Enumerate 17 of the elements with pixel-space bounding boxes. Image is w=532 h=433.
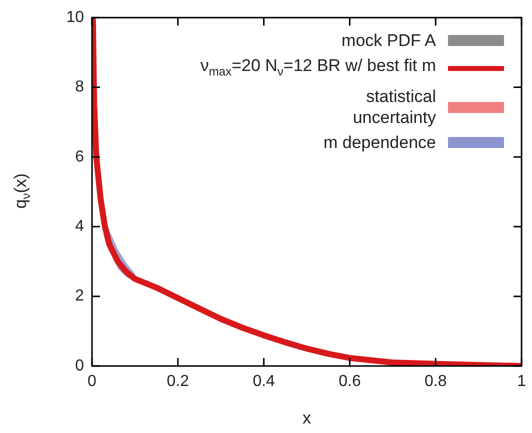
x-tick-label: 0 <box>88 373 97 390</box>
legend-label: m dependence <box>324 132 436 154</box>
x-tick-label: 0.6 <box>338 373 361 390</box>
y-tick-label: 10 <box>66 9 84 26</box>
x-tick-label: 0.8 <box>424 373 447 390</box>
y-tick-label: 6 <box>75 148 84 166</box>
y-tick-label: 2 <box>75 288 84 305</box>
legend-label: statistical uncertainty <box>352 86 436 128</box>
x-tick-label: 1 <box>517 373 526 390</box>
legend-label: ν$_{max}$=20 N$_{ν}$=12 BR w/ best fit m <box>200 55 436 80</box>
legend-label: mock PDF A <box>342 30 436 51</box>
y-tick-label: 4 <box>75 218 84 236</box>
y-tick-label: 0 <box>75 357 84 374</box>
x-tick-label: 0.4 <box>252 373 276 390</box>
x-axis-title: x <box>302 408 312 428</box>
y-tick-label: 8 <box>75 78 84 96</box>
x-tick-label: 0.2 <box>166 373 190 390</box>
